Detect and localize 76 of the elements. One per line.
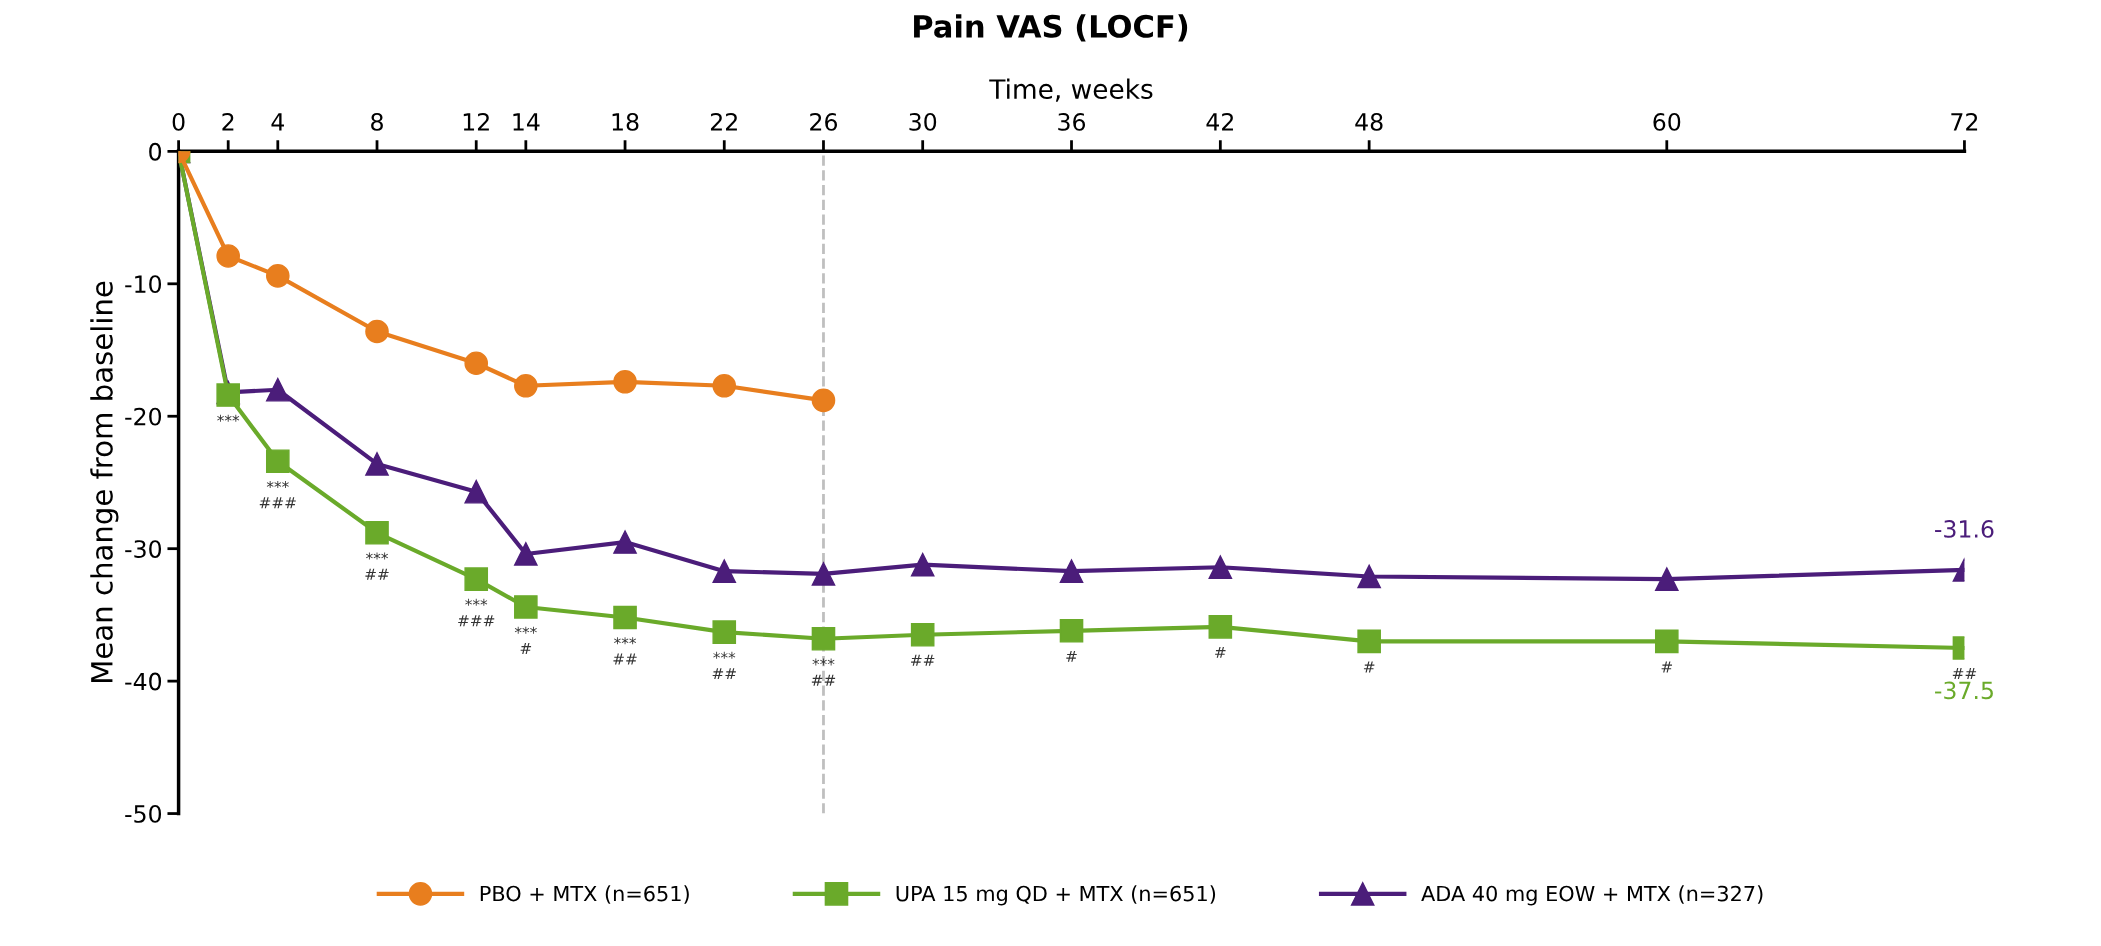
annotation: *** <box>217 414 240 422</box>
x-tick-label: 4 <box>271 113 284 131</box>
point <box>1654 629 1679 654</box>
annotation: # <box>1363 661 1375 673</box>
annotation: *** ## <box>613 637 637 665</box>
y-tick-label: -20 <box>125 407 162 426</box>
annotation: # <box>1066 650 1077 662</box>
annotation: *** ### <box>458 598 495 627</box>
chart-title: Pain VAS (LOCF) <box>914 14 1188 42</box>
x-tick-label: 0 <box>172 112 185 131</box>
point <box>216 383 240 407</box>
x-tick-label: 36 <box>1058 112 1086 131</box>
point <box>216 244 240 268</box>
x-tick-label: 60 <box>1653 112 1681 131</box>
x-tick-label: 72 <box>1951 112 1978 131</box>
x-tick-label: 42 <box>1206 112 1233 131</box>
data-label: -37.5 <box>1935 681 1993 700</box>
annotation: ## <box>1952 668 1977 680</box>
point <box>1059 618 1084 643</box>
y-tick-label: -10 <box>125 275 162 294</box>
point <box>265 449 290 474</box>
annotation: *** ## <box>365 552 389 580</box>
x-tick-label: 14 <box>513 113 540 131</box>
data-label: -31.6 <box>1935 519 1994 538</box>
point <box>1059 559 1084 584</box>
point <box>464 351 489 376</box>
y-tick-label: -40 <box>125 672 162 691</box>
y-tick-label: -30 <box>125 540 162 558</box>
x-tick-label: 48 <box>1355 112 1383 131</box>
point <box>514 595 538 619</box>
x-tick-label: 8 <box>371 112 383 131</box>
point <box>811 562 836 586</box>
annotation: *** ## <box>811 658 836 686</box>
x-tick-label: 26 <box>810 112 838 131</box>
point <box>514 542 538 566</box>
point <box>464 479 489 504</box>
point <box>1357 629 1381 654</box>
legend-label: UPA 15 mg QD + MTX (n=651) <box>896 885 1216 906</box>
point <box>1654 567 1679 591</box>
legend-label: ADA 40 mg EOW + MTX (n=327) <box>1421 885 1763 906</box>
y-tick-label: -50 <box>125 805 162 823</box>
annotation: *** ### <box>259 480 296 509</box>
point <box>712 620 737 644</box>
point <box>613 605 637 630</box>
x-tick-label: 18 <box>612 112 639 131</box>
annotation: # <box>1215 646 1226 658</box>
annotation: *** # <box>514 626 537 654</box>
point <box>365 520 389 545</box>
y-tick-label: 0 <box>149 142 162 161</box>
point <box>613 369 637 394</box>
x-tick-label: 2 <box>222 112 234 131</box>
annotation: # <box>1661 661 1673 673</box>
point <box>811 388 836 413</box>
point <box>811 626 836 651</box>
legend-label: PBO + MTX (n=651) <box>480 885 689 904</box>
point <box>910 622 935 647</box>
annotation: ## <box>911 654 935 666</box>
point <box>464 567 489 591</box>
point <box>514 373 538 398</box>
x-axis-title: Time, weeks <box>989 78 1153 102</box>
point <box>1357 564 1381 589</box>
point <box>613 530 637 554</box>
point <box>265 264 290 288</box>
point <box>365 319 389 344</box>
point <box>365 452 389 476</box>
point <box>265 377 290 402</box>
annotation: *** ## <box>712 651 736 680</box>
x-tick-label: 12 <box>463 112 489 131</box>
x-tick-label: 30 <box>909 112 937 131</box>
x-tick-label: 22 <box>710 112 737 131</box>
point <box>1208 555 1233 580</box>
point <box>910 552 935 577</box>
point <box>712 559 737 584</box>
y-axis-title: Mean change from baseline <box>90 281 119 682</box>
point <box>712 373 737 398</box>
point <box>1208 615 1233 639</box>
